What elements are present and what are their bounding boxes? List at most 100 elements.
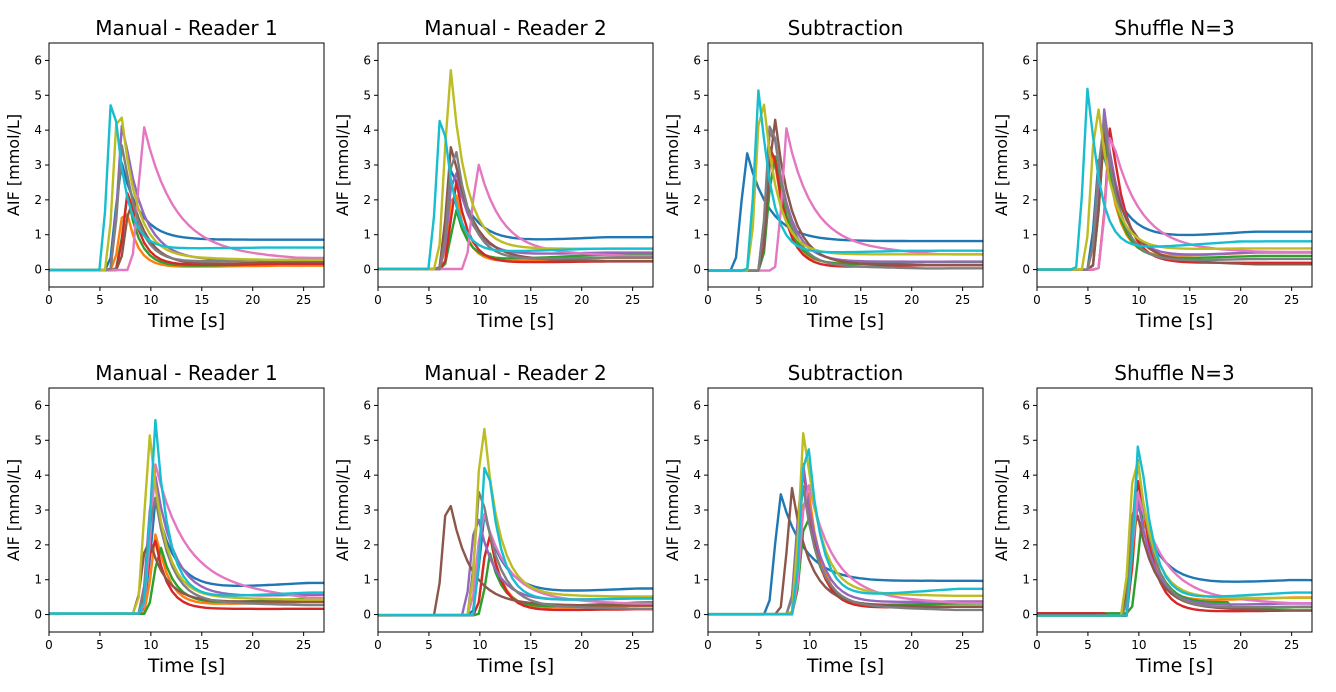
series-line-s10 [49, 104, 324, 272]
x-axis-label: Time [s] [1135, 655, 1213, 677]
y-tick-label: 0 [693, 263, 701, 277]
x-tick-label: 20 [245, 293, 260, 307]
series-group [708, 89, 983, 272]
y-tick-label: 1 [363, 228, 371, 242]
x-tick-label: 0 [1033, 638, 1041, 652]
x-tick-label: 25 [625, 293, 640, 307]
plot-frame [48, 42, 325, 288]
y-tick-label: 1 [1022, 573, 1030, 587]
x-tick-label: 5 [425, 638, 433, 652]
series-group [708, 432, 983, 616]
subplot-title: Subtraction [788, 16, 904, 40]
y-tick-label: 4 [34, 123, 42, 137]
y-tick-label: 4 [1022, 468, 1030, 482]
y-tick-label: 5 [1022, 433, 1030, 447]
y-tick-label: 6 [363, 398, 371, 412]
y-tick-label: 5 [34, 433, 42, 447]
subplot-title: Manual - Reader 1 [95, 16, 277, 40]
x-tick-label: 10 [1131, 638, 1146, 652]
series-line-s8 [49, 144, 324, 272]
x-tick-label: 25 [625, 638, 640, 652]
subplot-title: Shuffle N=3 [1114, 361, 1235, 385]
y-tick-label: 2 [34, 193, 42, 207]
y-axis-label: AIF [mmol/L] [663, 459, 682, 561]
y-tick-label: 6 [693, 53, 701, 67]
y-tick-label: 2 [693, 538, 701, 552]
y-axis-label: AIF [mmol/L] [4, 114, 23, 216]
y-tick-label: 5 [34, 88, 42, 102]
y-tick-label: 3 [363, 503, 371, 517]
y-tick-label: 2 [363, 538, 371, 552]
x-tick-label: 5 [96, 293, 104, 307]
x-tick-label: 20 [904, 638, 919, 652]
series-line-s5 [708, 463, 983, 616]
series-line-s9 [378, 427, 653, 617]
subplot-title: Subtraction [788, 361, 904, 385]
y-tick-label: 3 [34, 503, 42, 517]
subplot-3: 0 5 10 15 20 25 0 1 2 3 4 5 6 Subtraction Time [s] AIF … [663, 16, 984, 332]
y-tick-label: 5 [1022, 88, 1030, 102]
series-line-s10 [1037, 87, 1312, 271]
y-tick-label: 2 [693, 193, 701, 207]
y-tick-label: 4 [693, 468, 701, 482]
x-tick-label: 10 [472, 638, 487, 652]
x-tick-label: 25 [955, 293, 970, 307]
y-axis-label: AIF [mmol/L] [4, 459, 23, 561]
x-tick-label: 0 [374, 293, 382, 307]
y-tick-label: 6 [693, 398, 701, 412]
y-tick-label: 4 [1022, 123, 1030, 137]
subplot-8: 0 5 10 15 20 25 0 1 2 3 4 5 6 Shuffle N=3 Time [s] AIF … [992, 361, 1313, 677]
x-tick-label: 20 [1233, 293, 1248, 307]
y-tick-label: 0 [693, 608, 701, 622]
y-tick-label: 2 [34, 538, 42, 552]
y-tick-label: 6 [1022, 53, 1030, 67]
y-axis-label: AIF [mmol/L] [663, 114, 682, 216]
x-tick-label: 15 [523, 638, 538, 652]
y-tick-label: 4 [363, 123, 371, 137]
x-tick-label: 5 [755, 293, 763, 307]
x-tick-label: 0 [45, 638, 53, 652]
x-tick-label: 0 [704, 638, 712, 652]
y-tick-label: 5 [363, 88, 371, 102]
x-tick-label: 0 [1033, 293, 1041, 307]
x-tick-label: 25 [955, 638, 970, 652]
y-tick-label: 5 [693, 88, 701, 102]
y-tick-label: 6 [1022, 398, 1030, 412]
x-axis-label: Time [s] [476, 655, 554, 677]
x-tick-label: 10 [143, 638, 158, 652]
series-group [378, 69, 653, 271]
x-tick-label: 20 [574, 293, 589, 307]
x-axis-label: Time [s] [147, 655, 225, 677]
x-tick-label: 10 [143, 293, 158, 307]
x-tick-label: 10 [802, 293, 817, 307]
x-tick-label: 0 [704, 293, 712, 307]
y-tick-label: 4 [693, 123, 701, 137]
y-tick-label: 2 [1022, 538, 1030, 552]
x-tick-label: 5 [425, 293, 433, 307]
y-axis-label: AIF [mmol/L] [333, 114, 352, 216]
subplot-5: 0 5 10 15 20 25 0 1 2 3 4 5 6 Manual - Reader 1 Time [… [4, 361, 325, 677]
x-tick-label: 25 [1284, 638, 1299, 652]
series-line-s10 [708, 448, 983, 616]
y-tick-label: 2 [1022, 193, 1030, 207]
y-tick-label: 1 [693, 573, 701, 587]
y-tick-label: 4 [34, 468, 42, 482]
y-tick-label: 3 [1022, 503, 1030, 517]
x-tick-label: 5 [755, 638, 763, 652]
series-line-s10 [1037, 445, 1312, 617]
x-tick-label: 25 [296, 293, 311, 307]
y-axis-label: AIF [mmol/L] [992, 459, 1011, 561]
y-tick-label: 6 [363, 53, 371, 67]
y-tick-label: 5 [363, 433, 371, 447]
x-tick-label: 20 [1233, 638, 1248, 652]
y-tick-label: 2 [363, 193, 371, 207]
subplot-2: 0 5 10 15 20 25 0 1 2 3 4 5 6 Manual - Reader 2 Time [… [333, 16, 654, 332]
subplot-title: Manual - Reader 2 [424, 16, 606, 40]
y-axis-label: AIF [mmol/L] [992, 114, 1011, 216]
y-tick-label: 1 [34, 228, 42, 242]
series-line-s8 [1037, 458, 1312, 617]
y-tick-label: 0 [34, 608, 42, 622]
series-group [378, 427, 653, 617]
x-tick-label: 15 [1182, 293, 1197, 307]
